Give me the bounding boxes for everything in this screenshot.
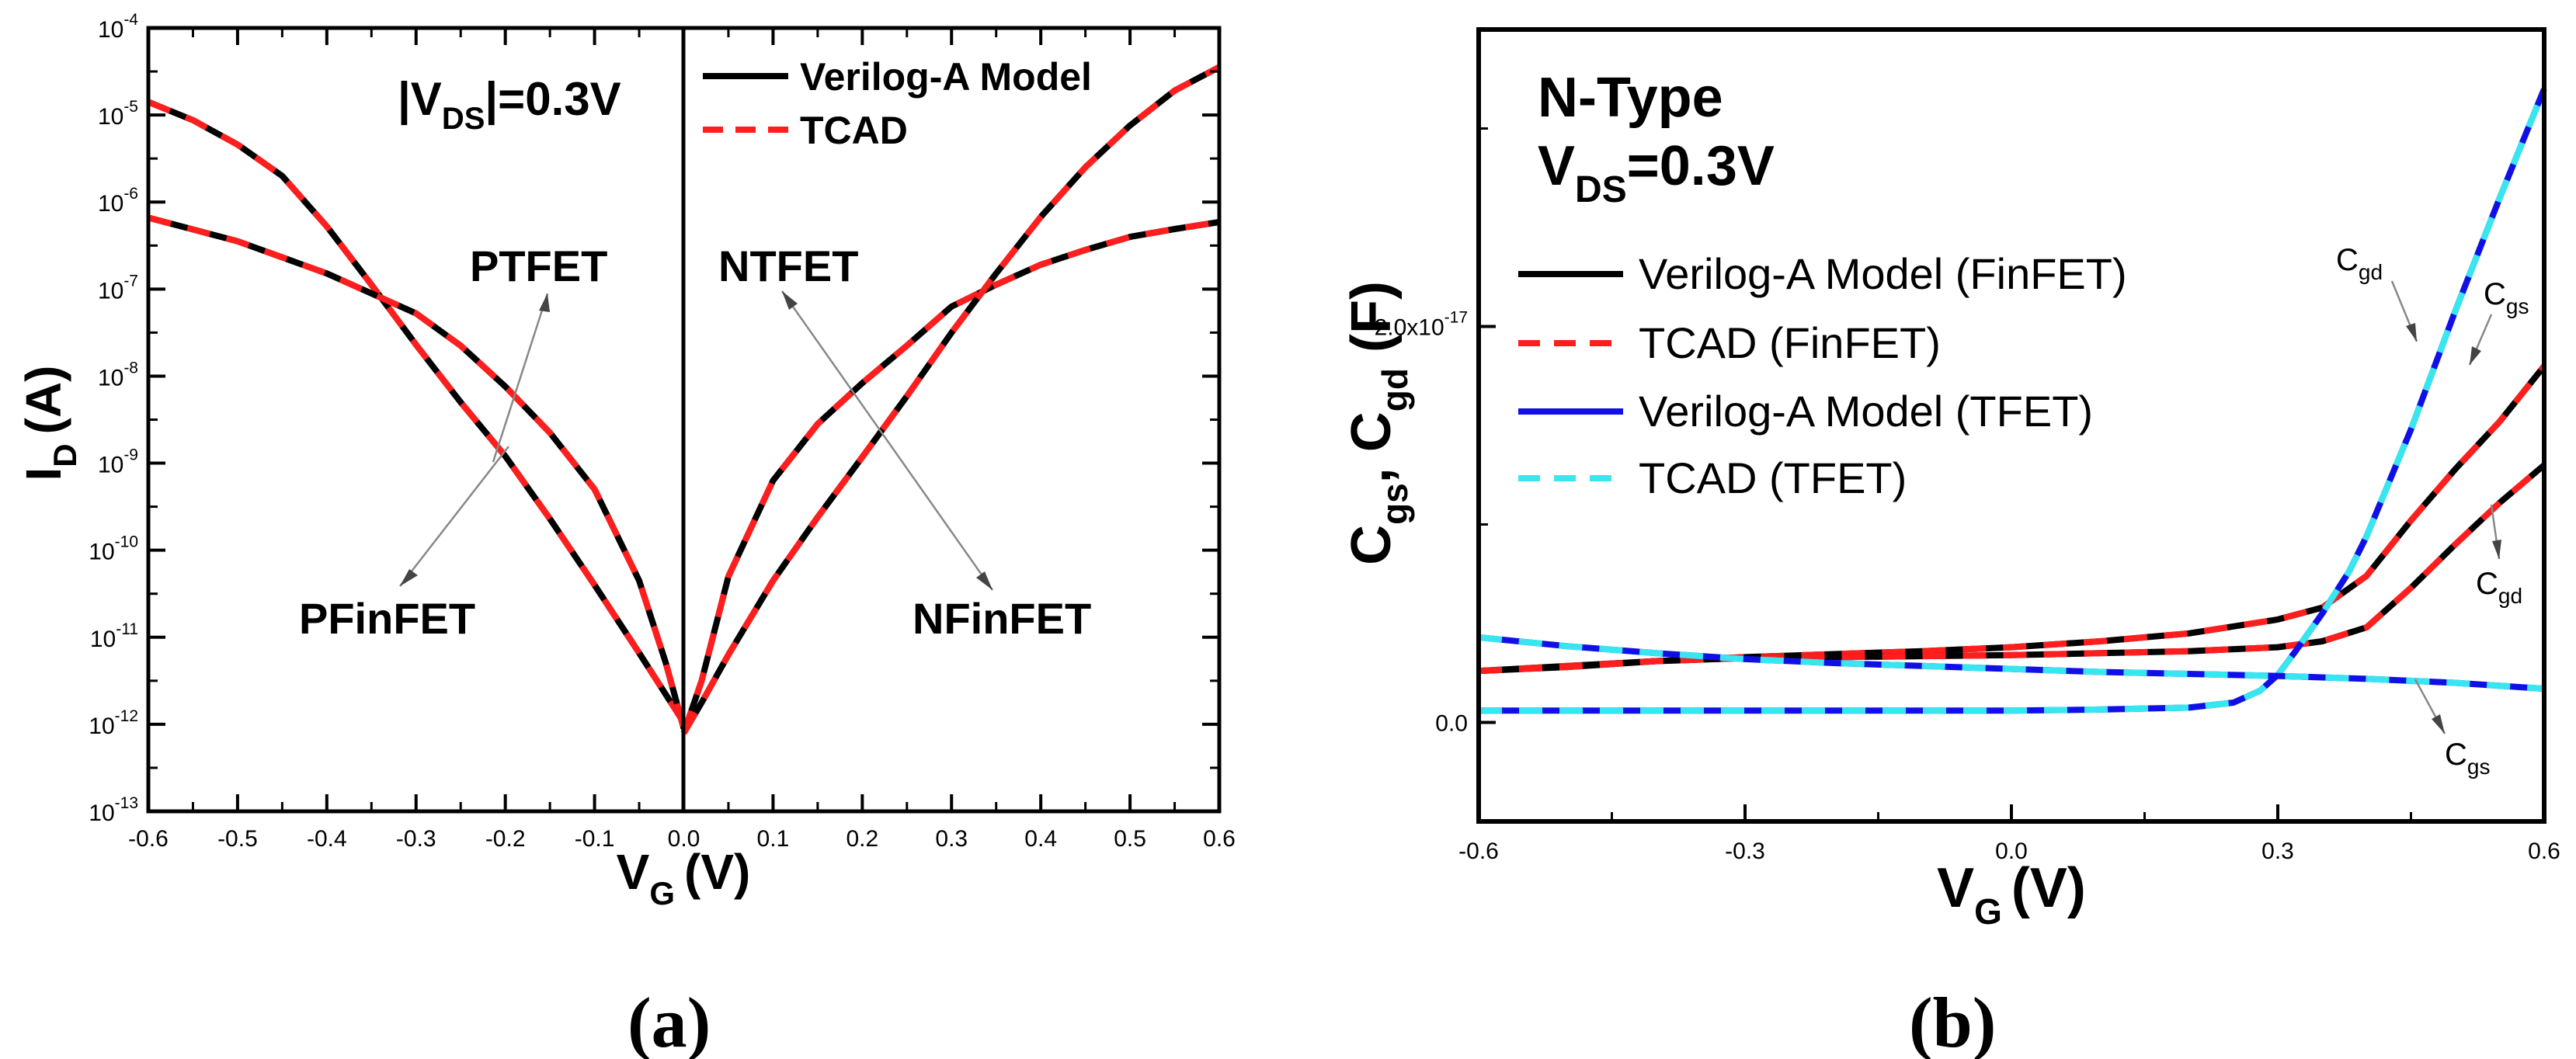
annotation-tfet-cgs: Cgs (2445, 738, 2490, 779)
panel-b-annotations: Cgd Cgs Cgd Cgs (2336, 243, 2529, 779)
arrow-tfet-cgd-head (2406, 323, 2417, 342)
x-tick-label: -0.2 (485, 826, 526, 852)
x-tick-label: -0.3 (396, 826, 436, 852)
x-tick-label: 0.6 (2528, 839, 2560, 864)
x-tick-label: 0.1 (757, 826, 790, 852)
x-tick-label: -0.1 (575, 826, 615, 852)
y-tick-label: 10-5 (98, 98, 138, 130)
y-tick-label: 10-11 (90, 620, 138, 652)
y-tick-label: 10-8 (98, 359, 138, 391)
panel-b-title-line-2: VDS=0.3V (1538, 135, 1775, 210)
x-tick-label: -0.6 (128, 826, 169, 852)
panel-a-legend: Verilog-A Model TCAD (703, 55, 1092, 152)
panel-b-series (1478, 87, 2547, 714)
panel-a-series (147, 64, 1221, 735)
x-tick-label: 0.0 (1995, 839, 2028, 864)
arrow-ptfet (492, 293, 549, 463)
arrow-pfinfet-head (400, 569, 418, 586)
y-tick-label: 10-9 (98, 446, 138, 478)
panel-b-title-line-1: N-Type (1538, 67, 1723, 129)
series-pfinfet-tcad (147, 99, 687, 724)
panel-a-y-axis-label: ID(A) (16, 366, 83, 481)
y-tick-label: 0.0 (1435, 711, 1468, 737)
x-tick-label: 0.6 (1203, 826, 1236, 852)
annotation-ntfet: NTFET (718, 241, 858, 290)
annotation-tfet-cgd: Cgd (2336, 243, 2383, 284)
panel-a-x-axis-label: VG (V) (617, 844, 751, 911)
panel-b-y-axis-label: Cgs, Cgd (F) (1340, 281, 1415, 565)
arrow-finfet-cgs-head (2470, 346, 2481, 365)
y-tick-label: 10-7 (98, 272, 138, 304)
x-tick-label: 0.4 (1024, 826, 1057, 852)
x-tick-label: 0.3 (935, 826, 968, 852)
x-tick-label: 0.0 (668, 826, 700, 852)
annotation-ptfet: PTFET (470, 241, 607, 290)
y-tick-label: 10-10 (89, 533, 138, 565)
x-tick-label: 0.2 (846, 826, 878, 852)
y-tick-label: 10-12 (89, 707, 138, 739)
legend-label-verilog-finfet: Verilog-A Model (FinFET) (1639, 249, 2127, 298)
arrow-ntfet-head (782, 291, 798, 310)
y-tick-label: 10-13 (89, 794, 138, 826)
x-tick-label: 0.5 (1114, 826, 1146, 852)
panel-b-legend: Verilog-A Model (FinFET) TCAD (FinFET) V… (1518, 249, 2127, 502)
panel-a-chart: -0.6 -0.5 -0.4 -0.3 -0.2 -0.1 0.0 0.1 0.2 0.3 0.4 0… (16, 11, 1236, 1059)
legend-label-tcad-tfet: TCAD (TFET) (1639, 453, 1907, 502)
legend-label-tcad: TCAD (800, 109, 908, 152)
x-tick-label: -0.6 (1458, 839, 1499, 864)
x-tick-label: -0.5 (217, 826, 258, 852)
annotation-finfet-cgd: Cgd (2476, 567, 2522, 608)
x-tick-label: -0.3 (1725, 839, 1765, 864)
y-tick-label: 10-6 (98, 185, 138, 217)
panel-b-ticks: -0.6 -0.3 0.0 0.3 0.6 0.0 2.0x10-17 (1375, 127, 2560, 864)
legend-label-tcad-finfet: TCAD (FinFET) (1639, 318, 1941, 367)
x-tick-label: 0.3 (2261, 839, 2294, 864)
panel-b-x-axis-label: VG (V) (1937, 857, 2086, 932)
arrow-tfet-cgs-head (2432, 714, 2445, 734)
annotation-nfinfet: NFinFET (913, 594, 1091, 643)
panel-a-annotations: PTFET NTFET PFinFET NFinFET (299, 241, 1091, 643)
panel-b-chart: -0.6 -0.3 0.0 0.3 0.6 0.0 2.0x10-17 N-Type VDS… (1340, 27, 2560, 1059)
legend-label-verilog-tfet: Verilog-A Model (TFET) (1639, 387, 2093, 436)
panel-a-ticks: -0.6 -0.5 -0.4 -0.3 -0.2 -0.1 0.0 0.1 0.2 0.3 0.4 0… (89, 11, 1236, 852)
series-finfet-cgd-tcad (1478, 462, 2546, 675)
panel-b-label: (b) (1909, 983, 1996, 1059)
series-nfinfet-tcad (681, 64, 1221, 735)
y-tick-label: 2.0x10-17 (1375, 309, 1468, 341)
series-ntfet-tcad (680, 219, 1220, 734)
panel-a-condition-label: |VDS|=0.3V (398, 73, 621, 136)
arrow-pfinfet (399, 446, 509, 587)
arrow-ntfet (780, 290, 994, 591)
legend-label-verilog-a: Verilog-A Model (800, 55, 1092, 99)
panel-a-label: (a) (627, 983, 711, 1059)
arrow-finfet-cgd-head (2492, 540, 2501, 559)
arrow-nfinfet-head (976, 571, 993, 590)
series-ptfet-tcad (147, 214, 687, 730)
annotation-finfet-cgs: Cgs (2484, 277, 2529, 318)
series-tfet-cgs-tcad (1478, 634, 2545, 693)
x-tick-label: -0.4 (307, 826, 347, 852)
y-tick-label: 10-4 (98, 11, 138, 43)
arrow-ptfet-head (539, 293, 550, 312)
annotation-pfinfet: PFinFET (299, 594, 475, 643)
